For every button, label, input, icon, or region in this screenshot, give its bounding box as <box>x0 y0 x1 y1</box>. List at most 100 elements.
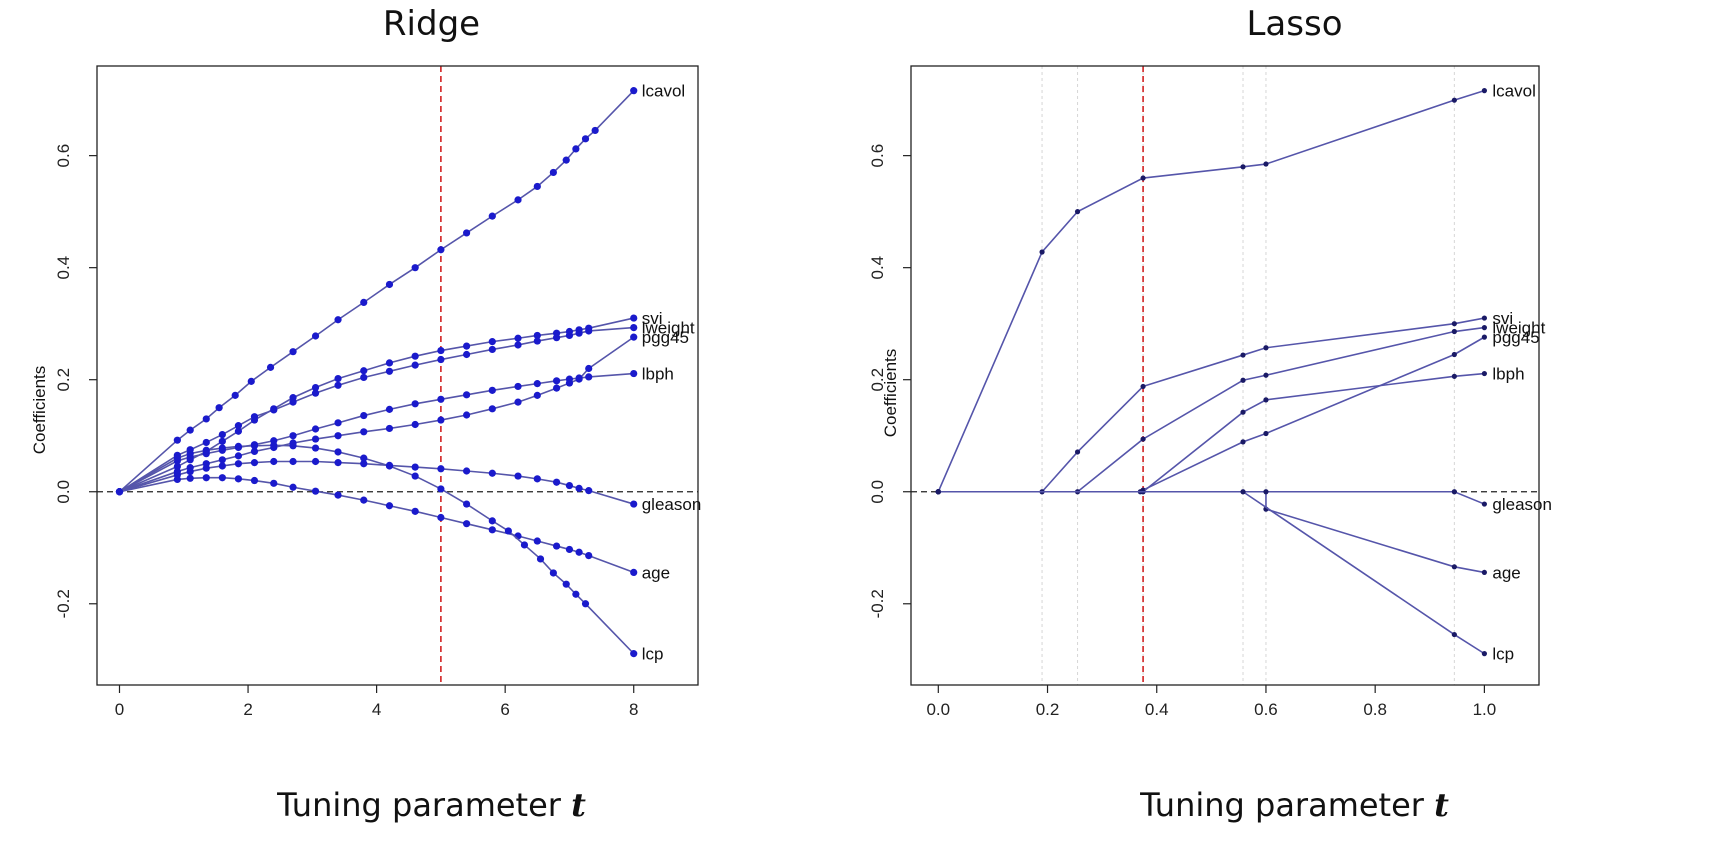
x-axis-label-variable: t <box>571 786 586 824</box>
data-point-svi <box>514 334 522 342</box>
data-point-age <box>360 496 368 504</box>
x-axis-label-variable: t <box>1434 786 1449 824</box>
data-point-lbph <box>411 400 419 408</box>
series-label-lcp: lcp <box>642 645 664 664</box>
data-point-svi <box>173 462 181 471</box>
data-point-lweight <box>311 389 320 397</box>
series-line-pgg45 <box>938 336 1485 493</box>
data-point-lbph <box>1451 373 1457 379</box>
series-label-lbph: lbph <box>642 365 674 384</box>
data-point-age <box>462 520 471 528</box>
data-point-lcp <box>1451 631 1457 638</box>
data-point-lbph <box>575 374 583 382</box>
data-point-lweight <box>411 361 419 369</box>
y-tick-label: 0.2 <box>54 368 73 392</box>
data-point-lcavol <box>437 246 445 254</box>
data-point-gleason <box>250 459 259 467</box>
data-point-lcp <box>115 488 124 496</box>
data-point-lweight <box>1263 372 1269 378</box>
data-point-lcavol <box>630 87 638 95</box>
series-label-lcavol: lcavol <box>642 82 685 101</box>
data-point-gleason <box>1481 501 1487 507</box>
data-point-age <box>411 507 419 515</box>
data-point-lcavol <box>462 229 471 237</box>
data-point-gleason <box>552 478 561 486</box>
data-point-lbph <box>552 377 561 385</box>
data-point-lcp <box>549 569 557 577</box>
data-point-lbph <box>565 375 574 383</box>
series-label-gleason: gleason <box>642 495 702 514</box>
data-point-lcp <box>520 541 529 549</box>
data-point-svi <box>1451 321 1457 327</box>
data-point-lbph <box>1481 370 1487 377</box>
data-point-lcavol <box>1263 161 1269 167</box>
data-point-pgg45 <box>334 432 342 440</box>
data-point-lcp <box>385 462 394 470</box>
data-point-lweight <box>334 381 342 389</box>
data-point-pgg45 <box>552 384 561 392</box>
data-point-pgg45 <box>360 428 368 436</box>
series-label-pgg45: pgg45 <box>1492 328 1539 347</box>
data-point-lbph <box>311 425 320 433</box>
series-line-age <box>119 476 635 574</box>
data-point-lcavol <box>231 391 239 399</box>
data-point-lweight <box>270 406 278 414</box>
data-point-age <box>575 548 583 556</box>
data-point-svi <box>360 367 368 375</box>
data-point-lcp <box>334 448 342 456</box>
data-point-svi <box>311 383 320 392</box>
data-point-lcavol <box>411 264 419 272</box>
data-point-lcavol <box>186 426 194 434</box>
data-point-lweight <box>202 438 210 447</box>
data-point-gleason <box>630 500 638 508</box>
data-point-lweight <box>533 337 541 345</box>
data-point-lcp <box>250 442 259 450</box>
x-axis-label: Tuning parameter t <box>863 786 1726 824</box>
lasso-panel: Lasso Coefficients lcavol svi lweight pgg45… <box>863 0 1726 856</box>
data-point-lcp <box>311 444 320 452</box>
x-tick-label: 1.0 <box>1473 700 1497 719</box>
data-point-gleason <box>311 457 320 466</box>
series-line-lweight <box>119 326 634 493</box>
chart-title: Lasso <box>1246 4 1343 44</box>
data-point-lcp <box>1481 651 1487 657</box>
data-point-age <box>533 537 541 545</box>
data-point-lcavol <box>311 332 320 340</box>
data-point-lweight <box>1240 377 1246 383</box>
plot-frame <box>96 65 699 686</box>
data-point-gleason <box>270 457 278 466</box>
data-point-gleason <box>533 475 541 483</box>
series-line-lcp <box>938 490 1485 655</box>
data-point-pgg45 <box>585 364 593 373</box>
data-point-lcp <box>572 590 580 598</box>
data-point-lweight <box>565 331 574 340</box>
data-point-age <box>585 551 593 560</box>
data-point-lcp <box>270 441 278 449</box>
data-point-pgg45 <box>234 452 243 460</box>
data-point-lcavol <box>514 196 522 204</box>
data-point-gleason <box>202 464 210 472</box>
data-point-svi <box>385 359 394 367</box>
data-point-lcp <box>536 555 545 563</box>
data-point-age <box>289 483 297 491</box>
data-point-pgg45 <box>311 435 320 443</box>
data-point-lweight <box>289 398 297 406</box>
data-point-age <box>334 491 342 499</box>
data-point-lbph <box>533 380 541 388</box>
y-tick-label: 0.0 <box>868 480 887 504</box>
data-point-lbph <box>334 419 342 427</box>
data-point-lbph <box>514 382 522 391</box>
data-point-svi <box>533 331 541 340</box>
data-point-lbph <box>630 369 638 378</box>
data-point-lcp <box>186 450 194 458</box>
x-axis-label-text: Tuning parameter <box>277 786 561 824</box>
data-point-lcavol <box>385 280 394 289</box>
data-point-lweight <box>514 341 522 349</box>
data-point-pgg45 <box>218 456 226 464</box>
x-axis-label-text: Tuning parameter <box>1140 786 1424 824</box>
data-point-age <box>1263 489 1269 495</box>
data-point-lweight <box>630 324 638 332</box>
data-point-gleason <box>186 467 194 476</box>
data-point-svi <box>218 437 226 445</box>
